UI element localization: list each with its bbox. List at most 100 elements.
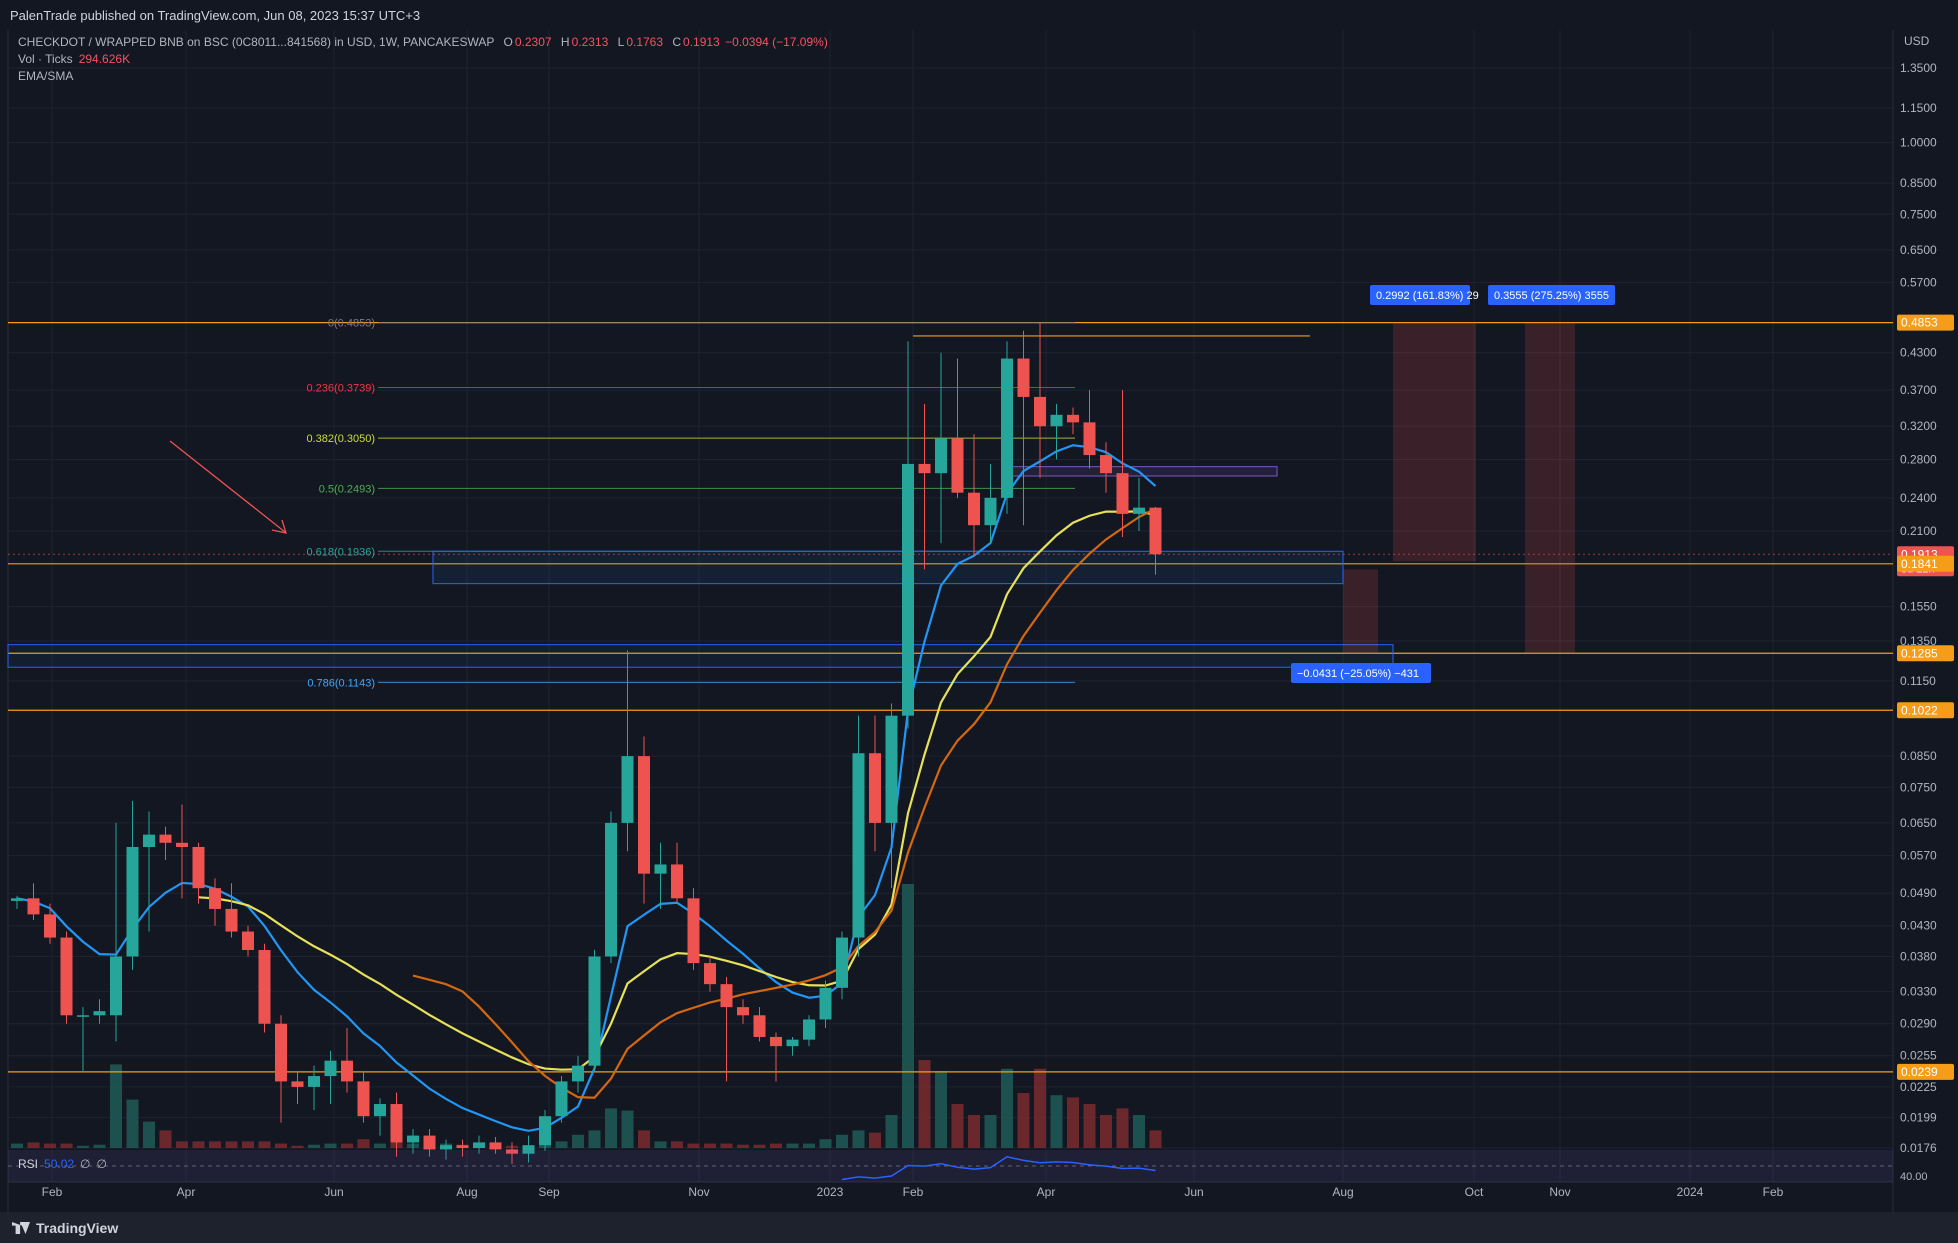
x-tick-label-2: Jun xyxy=(324,1185,343,1199)
close-value: 0.1913 xyxy=(683,35,720,49)
candle-body xyxy=(803,1019,815,1040)
demand-zone xyxy=(432,550,1344,585)
fib-label-5: 0.786(0.1143) xyxy=(307,677,375,689)
volume-bar xyxy=(704,1143,716,1148)
currency-label[interactable]: USD xyxy=(1904,34,1930,48)
candle-body xyxy=(935,438,947,474)
y-tick-label-6: 0.5700 xyxy=(1900,276,1937,290)
symbol-row: CHECKDOT / WRAPPED BNB on BSC (0C8011...… xyxy=(18,34,828,51)
volume-bar xyxy=(572,1134,584,1148)
candle-body xyxy=(951,438,964,493)
y-tick-label-22: 0.0380 xyxy=(1900,949,1937,963)
candle-body xyxy=(852,753,865,938)
price-label-2: 0.1841 xyxy=(1901,557,1938,571)
volume-bar xyxy=(918,1060,931,1148)
y-tick-label-2: 1.0000 xyxy=(1900,136,1937,150)
x-tick-label-7: Feb xyxy=(903,1185,924,1199)
volume-bar xyxy=(852,1130,865,1148)
y-tick-label-23: 0.0330 xyxy=(1900,985,1937,999)
fib-label-0: 0(0.4853) xyxy=(328,318,375,330)
y-tick-label-26: 0.0225 xyxy=(1900,1080,1937,1094)
y-tick-label-1: 1.1500 xyxy=(1900,101,1937,115)
volume-bar xyxy=(1149,1130,1162,1148)
price-label-bg-3 xyxy=(1897,645,1954,662)
y-tick-label-9: 0.3200 xyxy=(1900,419,1937,433)
footer-bar: TradingView xyxy=(0,1212,1958,1243)
candle-body xyxy=(654,864,667,874)
y-tick-label-15: 0.1150 xyxy=(1900,674,1936,688)
volume-bar xyxy=(836,1134,848,1148)
symbol-name[interactable]: CHECKDOT / WRAPPED BNB on BSC (0C8011...… xyxy=(18,35,495,49)
volume-bar xyxy=(951,1104,964,1148)
ema-label[interactable]: EMA/SMA xyxy=(18,69,74,83)
candle-body xyxy=(225,908,238,932)
candle-body xyxy=(440,1145,452,1150)
candle-body xyxy=(341,1060,353,1082)
candle-body xyxy=(77,1015,89,1017)
volume-bar xyxy=(324,1143,337,1148)
candle-body xyxy=(291,1081,304,1087)
candle-body xyxy=(126,846,139,957)
price-label-bg-5 xyxy=(1897,1063,1954,1080)
open-label: O xyxy=(503,35,513,49)
volume-bar xyxy=(753,1144,766,1148)
volume-bar xyxy=(803,1143,815,1148)
x-tick-label-1: Apr xyxy=(177,1185,196,1199)
candle-body xyxy=(44,914,56,938)
candle-body xyxy=(1017,358,1030,397)
fib-label-2: 0.382(0.3050) xyxy=(307,433,376,445)
candle-body xyxy=(753,1015,766,1037)
volume-bar xyxy=(126,1099,139,1148)
candle-body xyxy=(242,931,254,950)
candle-body xyxy=(588,956,601,1066)
fib-label-3: 0.5(0.2493) xyxy=(319,483,375,495)
candle-body xyxy=(1133,507,1145,514)
volume-bar xyxy=(291,1145,304,1148)
candle-body xyxy=(192,846,205,889)
price-label-bg-0 xyxy=(1897,314,1954,331)
fib-label-1: 0.236(0.3739) xyxy=(307,382,376,394)
candle-body xyxy=(456,1145,469,1148)
y-tick-label-4: 0.7500 xyxy=(1900,207,1937,221)
volume-bar xyxy=(93,1144,106,1148)
candle-body xyxy=(1050,414,1063,427)
measure-label-bg-2 xyxy=(1291,663,1431,683)
candle-body xyxy=(555,1081,568,1117)
price-label-bg-2 xyxy=(1897,555,1954,572)
rsi-label[interactable]: RSI xyxy=(18,1157,39,1171)
volume-bar xyxy=(935,1071,947,1148)
volume-bar xyxy=(621,1110,634,1148)
volume-bar xyxy=(1067,1097,1079,1148)
candle-body xyxy=(885,715,898,823)
low-value: 0.1763 xyxy=(626,35,664,49)
candle-body xyxy=(324,1060,337,1077)
resistance-zone xyxy=(1011,466,1278,477)
candle-body xyxy=(473,1142,485,1148)
tradingview-logo[interactable]: TradingView xyxy=(12,1220,118,1236)
y-tick-label-0: 1.3500 xyxy=(1900,61,1937,75)
volume-row: Vol · Ticks 294.626K xyxy=(18,51,828,68)
volume-bar xyxy=(555,1141,568,1148)
price-label-4: 0.1022 xyxy=(1901,703,1938,717)
candle-body xyxy=(308,1076,320,1087)
volume-bar xyxy=(984,1115,997,1148)
y-tick-label-16: 0.0850 xyxy=(1900,749,1937,763)
volume-bar xyxy=(902,884,914,1148)
candle-body xyxy=(638,756,650,874)
y-tick-label-7: 0.4300 xyxy=(1900,346,1937,360)
volume-label[interactable]: Vol · Ticks xyxy=(18,52,73,66)
rsi-axis-label: 40.00 xyxy=(1900,1171,1928,1183)
support-zone xyxy=(7,644,1394,668)
volume-bar xyxy=(225,1141,238,1148)
candle-body xyxy=(539,1116,551,1146)
x-tick-label-8: Apr xyxy=(1037,1185,1056,1199)
y-tick-label-13: 0.1550 xyxy=(1900,600,1937,614)
x-tick-label-13: 2024 xyxy=(1677,1185,1704,1199)
candle-body xyxy=(720,984,733,1008)
volume-bar xyxy=(687,1143,700,1148)
candle-body xyxy=(407,1135,419,1143)
low-label: L xyxy=(617,35,625,49)
volume-bar xyxy=(1116,1108,1129,1148)
measure-label-bg-0 xyxy=(1370,285,1470,305)
